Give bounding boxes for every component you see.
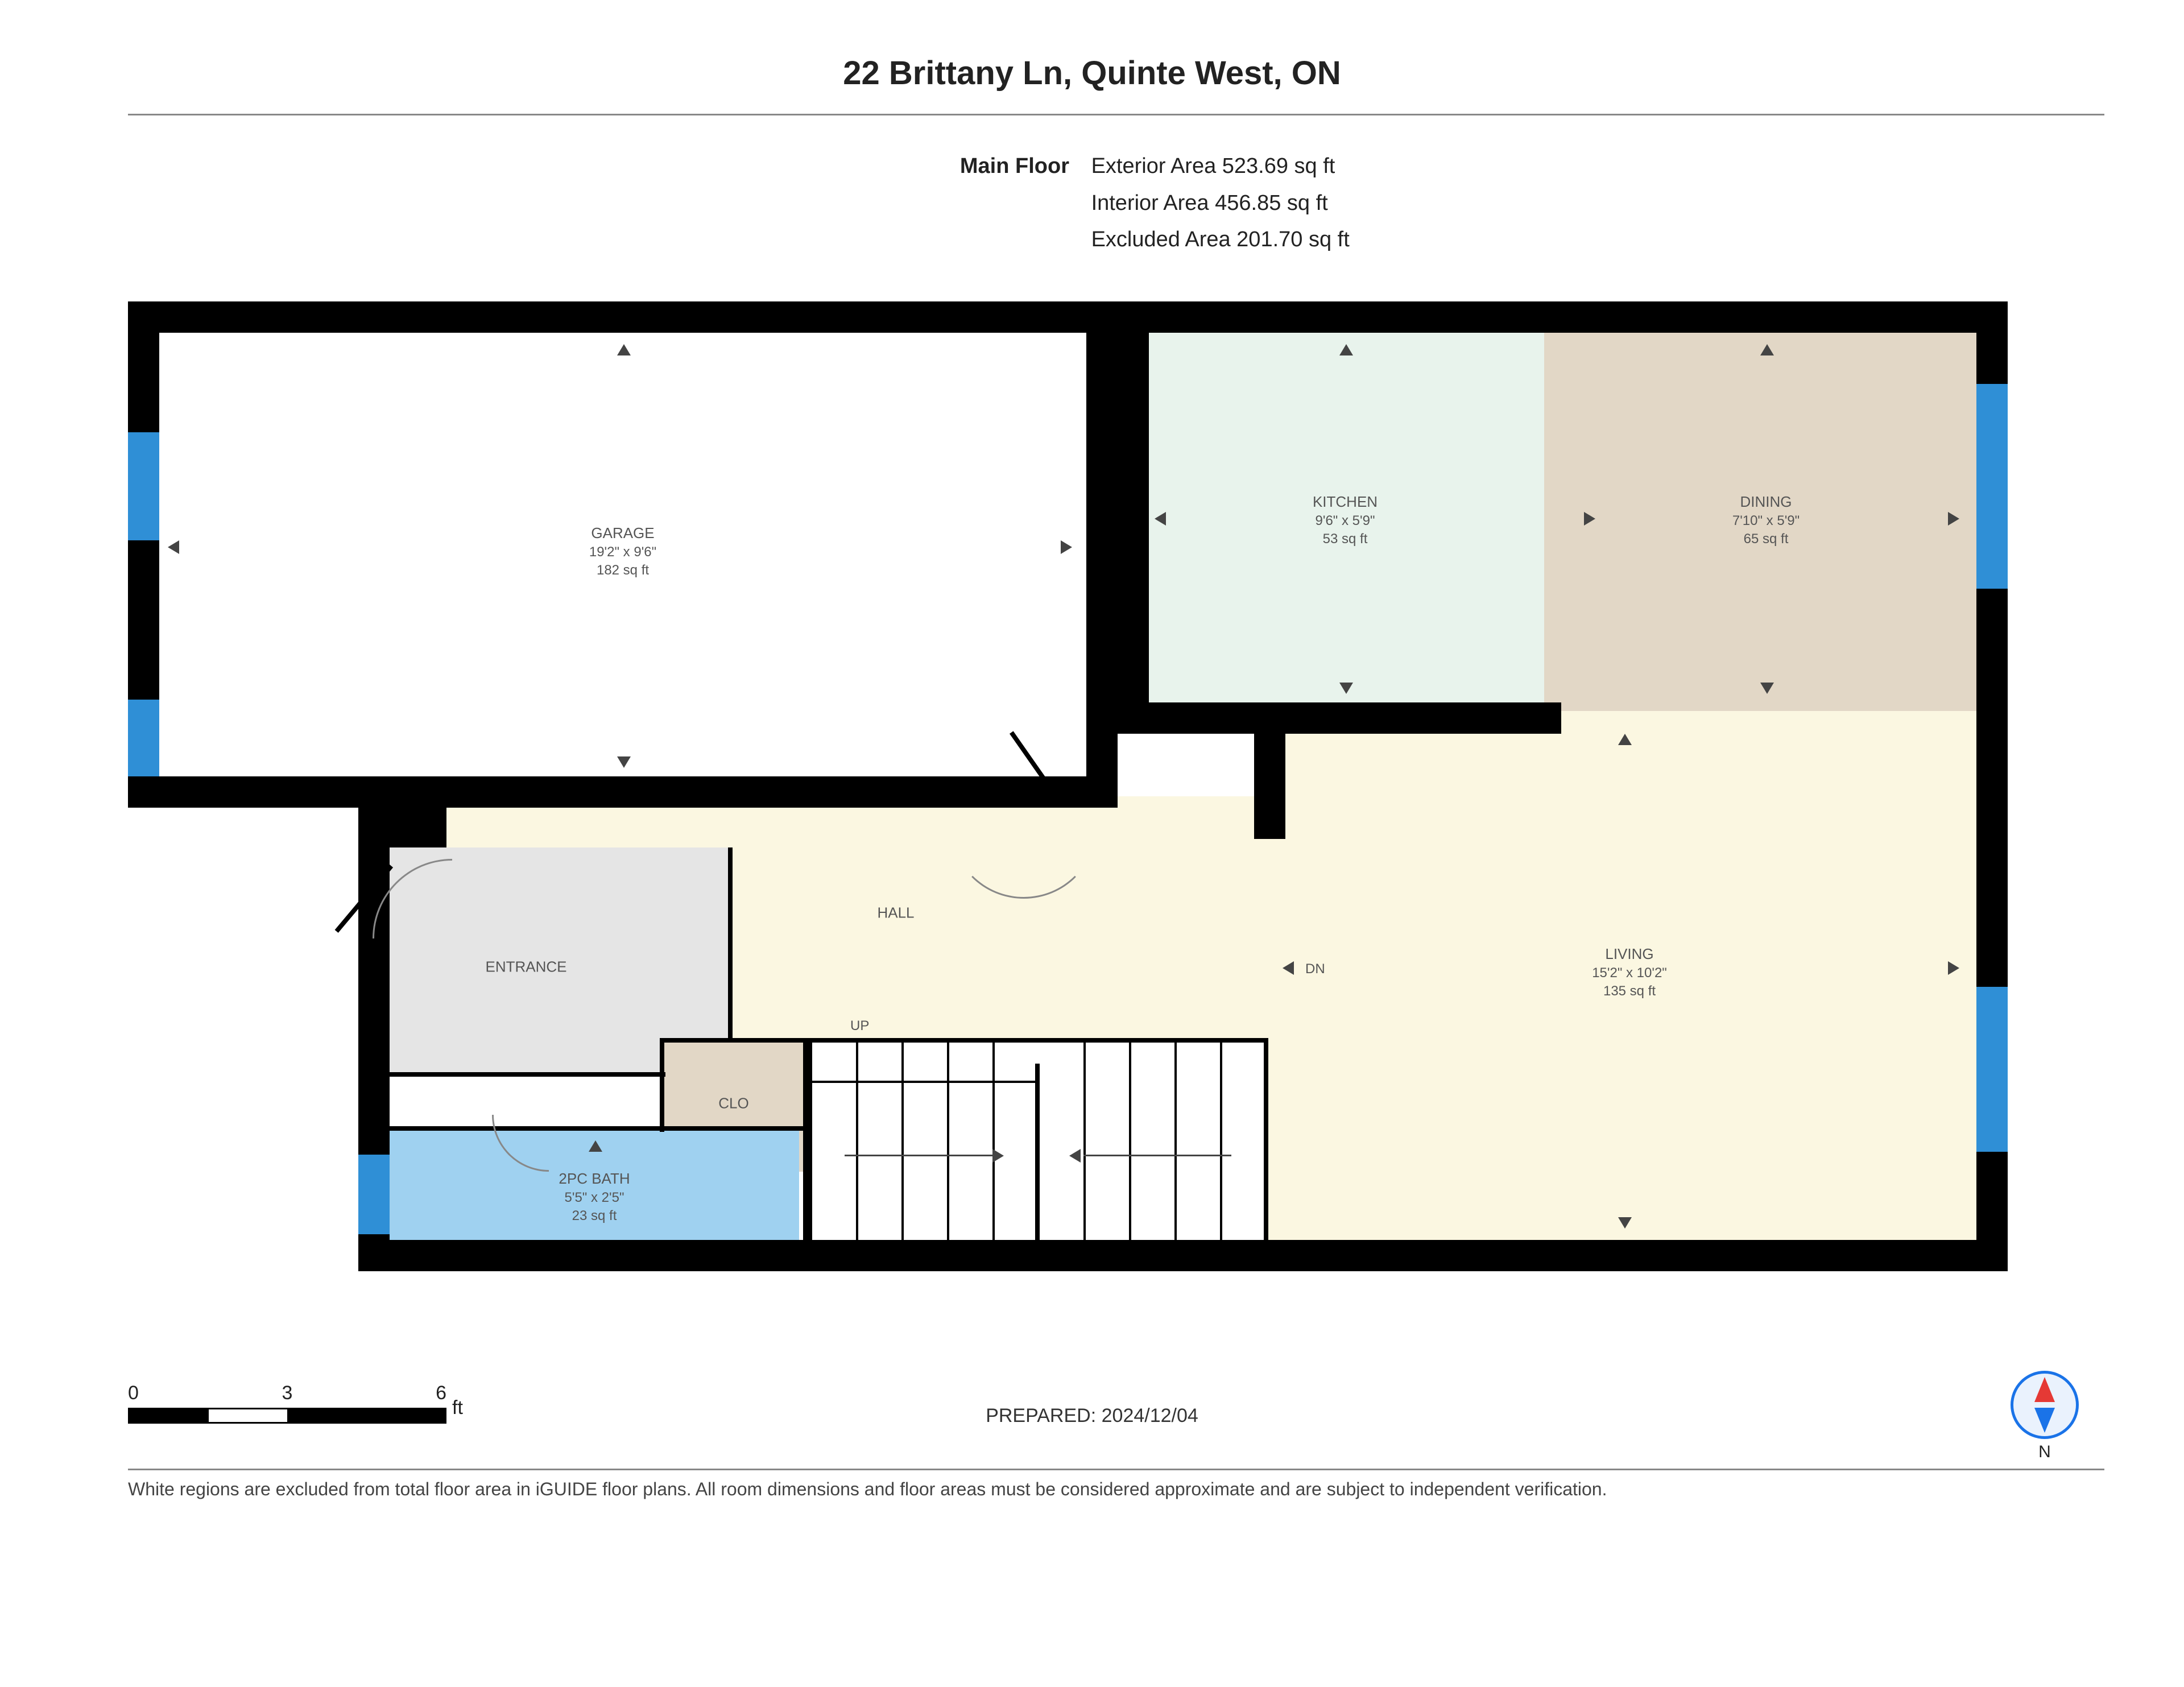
scale-num: 0 [128,1382,139,1404]
thin-wall [387,1126,808,1131]
stair-arrow [845,1155,992,1156]
prepared-label: PREPARED: [986,1405,1096,1426]
dn-label: DN [1305,961,1325,977]
camera-arrow-icon [1948,512,1959,526]
camera-arrow-icon [168,540,179,554]
hall-label: HALL [877,903,914,923]
compass-icon: N [2008,1371,2082,1462]
stair-tread [810,1081,1038,1083]
scale-unit: ft [452,1397,463,1419]
title-divider [128,114,2104,115]
kitchen-label: KITCHEN 9'6" x 5'9" 53 sq ft [1313,492,1378,549]
stair-arrow [1083,1155,1231,1156]
wall [128,301,1118,333]
disclaimer-text: White regions are excluded from total fl… [128,1479,2104,1500]
camera-arrow-icon [1760,683,1774,694]
compass-n: N [2008,1442,2082,1462]
camera-arrow-icon [1061,540,1072,554]
wall [1118,301,1149,734]
camera-arrow-icon [1339,344,1353,355]
dining-label: DINING 7'10" x 5'9" 65 sq ft [1732,492,1800,549]
floor-label: Main Floor [921,148,1069,185]
window [358,1155,390,1234]
entrance-label: ENTRANCE [485,957,566,977]
prepared-line: PREPARED: 2024/12/04 [986,1405,1198,1427]
camera-arrow-icon [1155,512,1166,526]
scale-num: 3 [282,1382,293,1404]
up-arrow-icon [992,1149,1004,1163]
garage-label: GARAGE 19'2" x 9'6" 182 sq ft [589,523,656,580]
camera-arrow-icon [1760,344,1774,355]
footer-divider [128,1469,2104,1470]
living-label: LIVING 15'2" x 10'2" 135 sq ft [1592,944,1667,1001]
prepared-date: 2024/12/04 [1102,1405,1198,1426]
camera-arrow-icon [1584,512,1595,526]
floor-plan: GARAGE 19'2" x 9'6" 182 sq ft KITCHEN 9'… [128,301,2008,1280]
page-title: 22 Brittany Ln, Quinte West, ON [0,54,2184,92]
wall [358,1240,2008,1271]
wall [1118,702,1561,734]
wall [1086,301,1118,808]
window [128,432,159,540]
stairs-border [808,1038,1268,1043]
wall [1118,301,2008,333]
wall [1254,702,1285,839]
up-label: UP [850,1018,869,1034]
interior-area: Interior Area 456.85 sq ft [1091,191,1328,215]
thin-wall [660,1038,664,1132]
thin-wall [803,1126,808,1271]
camera-arrow-icon [1618,1217,1632,1229]
window [1976,987,2008,1152]
floor-meta: Main Floor Exterior Area 523.69 sq ft In… [921,148,1350,258]
stairs-border [808,1038,812,1271]
thin-wall [660,1038,808,1043]
window [128,700,159,776]
wall [358,808,446,847]
bath-label: 2PC BATH 5'5" x 2'5" 23 sq ft [559,1169,630,1226]
camera-arrow-icon [617,344,631,355]
camera-arrow-icon [589,1140,602,1152]
exterior-area: Exterior Area 523.69 sq ft [1091,154,1335,178]
camera-arrow-icon [1339,683,1353,694]
window [1976,384,2008,589]
closet-label: CLO [718,1093,748,1113]
wall [907,776,1010,808]
dn-arrow-icon [1069,1149,1081,1163]
scale-bar: 0 3 6 ft [128,1382,481,1424]
camera-arrow-icon [1618,734,1632,745]
thin-wall [387,1072,665,1077]
camera-arrow-icon [617,756,631,768]
scale-num: 6 [436,1382,446,1404]
stairs-center [1035,1064,1040,1268]
excluded-area: Excluded Area 201.70 sq ft [1091,228,1350,251]
camera-arrow-icon [1948,961,1959,975]
camera-arrow-icon [1283,961,1294,975]
stairs-border [1264,1038,1268,1271]
thin-wall [728,847,733,1041]
